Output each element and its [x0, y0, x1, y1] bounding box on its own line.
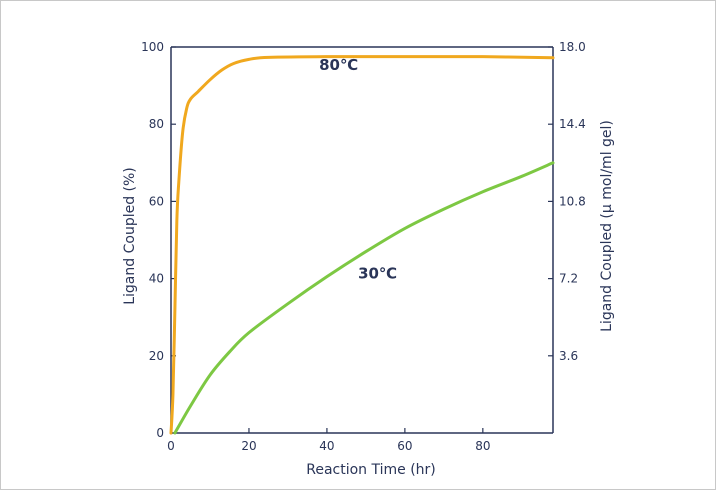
right-y-axis-label: Ligand Coupled (μ mol/ml gel): [599, 120, 615, 332]
series-label-2: 30℃: [358, 265, 397, 283]
y2-tick-label: 18.0: [559, 40, 586, 54]
y2-tick-label: 7.2: [559, 272, 578, 286]
y-tick-label: 20: [149, 349, 164, 363]
y2-tick-label: 10.8: [559, 194, 586, 208]
series-layer: 80℃ 30℃: [169, 55, 555, 435]
x-axis-ticks: 0 20 40 60 80: [167, 428, 490, 453]
x-tick-label: 40: [319, 439, 334, 453]
x-tick-label: 0: [167, 439, 175, 453]
y-tick-label: 0: [156, 426, 164, 440]
y-tick-label: 80: [149, 117, 164, 131]
x-tick-label: 80: [475, 439, 490, 453]
y2-tick-label: 14.4: [559, 117, 586, 131]
y2-tick-label: 3.6: [559, 349, 578, 363]
left-y-axis-label: Ligand Coupled (%): [122, 167, 138, 305]
right-y-axis-ticks: 3.6 7.2 10.8 14.4 18.0: [548, 40, 586, 363]
y-tick-label: 60: [149, 194, 164, 208]
x-tick-label: 60: [397, 439, 412, 453]
series-line-2: [173, 161, 555, 435]
series-label-1: 80℃: [319, 56, 358, 74]
x-tick-label: 20: [241, 439, 256, 453]
series-line-1: [169, 55, 555, 435]
x-axis-label: Reaction Time (hr): [306, 462, 436, 478]
y-tick-label: 40: [149, 272, 164, 286]
y-tick-label: 100: [141, 40, 164, 54]
